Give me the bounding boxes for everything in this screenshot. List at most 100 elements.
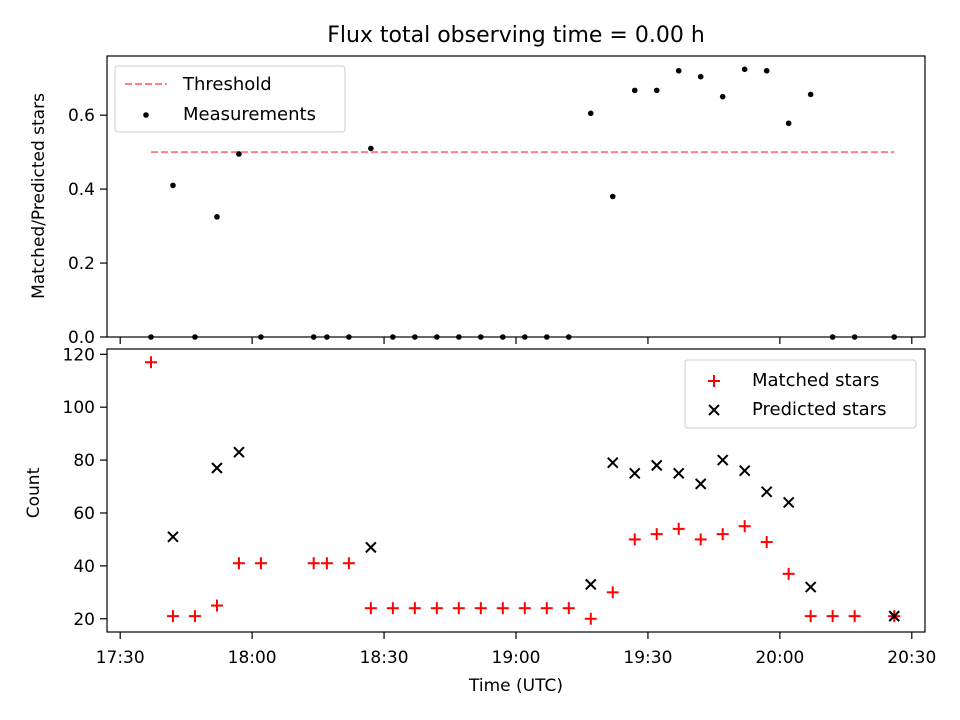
top-y-tick-label: 0.2 [68, 254, 95, 274]
legend-predicted-label: Predicted stars [752, 399, 886, 420]
measurement-point [785, 120, 792, 127]
predicted-star-point [607, 457, 619, 469]
x-tick-label: 17:30 [96, 648, 145, 668]
figure-title: Flux total observing time = 0.00 h [327, 23, 705, 48]
predicted-star-point [629, 467, 641, 480]
matched-star-point [496, 602, 509, 615]
bottom-data-layer [144, 356, 901, 625]
predicted-star-point [233, 446, 245, 458]
bottom-y-tick-label: 60 [73, 504, 95, 524]
matched-star-point [826, 610, 839, 623]
x-tick-label: 19:00 [492, 648, 541, 668]
matched-star-point [760, 536, 773, 549]
measurement-point [697, 73, 704, 80]
matched-star-point [430, 602, 443, 615]
matched-star-point [144, 356, 157, 369]
top-x-tick-marks [119, 337, 913, 344]
matched-star-point [210, 599, 223, 612]
top-legend-box [114, 65, 346, 133]
predicted-star-point [365, 541, 377, 554]
top-y-tick-label: 0.0 [68, 328, 95, 348]
measurement-point [609, 193, 616, 200]
bottom-legend-box [684, 359, 917, 429]
legend-measurements-swatch [143, 112, 149, 118]
predicted-star-point [716, 454, 729, 466]
matched-star-point [584, 612, 597, 625]
matched-star-point [452, 602, 465, 615]
matched-star-point [408, 602, 421, 615]
x-tick-label: 19:30 [623, 648, 672, 668]
bottom-y-tick-label: 40 [73, 557, 95, 577]
bottom-panel: 20 40 60 80 100 120 17:30 18:00 18:30 19:00 19:30… [24, 345, 936, 696]
matched-star-point [307, 557, 320, 570]
matched-star-point [738, 520, 751, 533]
matched-star-point [606, 586, 619, 599]
x-tick-label: 18:30 [360, 648, 409, 668]
predicted-star-point [782, 496, 795, 509]
matched-star-point [694, 533, 707, 546]
x-tick-label: 20:00 [755, 648, 804, 668]
bottom-y-tick-label: 80 [73, 451, 95, 471]
measurement-point [214, 214, 220, 220]
top-panel: 0.0 0.2 0.4 0.6 Matched/Predicted stars Thr… [29, 55, 926, 348]
matched-star-point [540, 602, 553, 615]
measurement-point [368, 145, 374, 152]
measurement-point [807, 91, 814, 98]
predicted-star-point [211, 462, 223, 474]
predicted-star-point [695, 478, 707, 490]
legend-matched-swatch [708, 375, 720, 387]
matched-star-point [254, 557, 267, 570]
matched-star-point [342, 557, 355, 570]
predicted-star-point [888, 610, 900, 622]
top-y-axis: 0.0 0.2 0.4 0.6 [68, 106, 107, 348]
matched-star-point [320, 557, 333, 570]
x-tick-label: 18:00 [228, 648, 277, 668]
legend-matched-label: Matched stars [752, 370, 879, 391]
x-axis-label: Time (UTC) [468, 676, 563, 696]
measurement-point [719, 93, 726, 100]
predicted-star-point [167, 531, 179, 543]
predicted-star-point [760, 486, 773, 498]
top-y-tick-label: 0.6 [68, 106, 95, 126]
predicted-star-point [804, 581, 817, 593]
matched-star-point [716, 528, 729, 541]
matched-star-point [848, 610, 861, 623]
measurement-point [631, 87, 638, 94]
measurement-point [675, 67, 682, 74]
predicted-star-point [673, 467, 685, 480]
matched-star-point [650, 528, 663, 541]
legend-predicted-swatch [708, 404, 720, 416]
top-y-axis-label: Matched/Predicted stars [29, 93, 49, 299]
measurement-point [741, 66, 748, 73]
predicted-star-point [738, 464, 751, 477]
legend-measurements-label: Measurements [183, 104, 316, 125]
matched-star-point [232, 557, 245, 570]
matched-star-point [386, 602, 399, 615]
bottom-y-tick-label: 100 [63, 398, 95, 418]
top-legend: Threshold Measurements [114, 65, 346, 133]
measurement-point [653, 87, 660, 94]
legend-threshold-label: Threshold [182, 74, 272, 95]
measurement-point [587, 110, 594, 117]
measurement-point [763, 67, 770, 74]
bottom-y-axis: 20 40 60 80 100 120 [63, 345, 107, 630]
matched-star-point [518, 602, 531, 615]
bottom-x-axis: 17:30 18:00 18:30 19:00 19:30 20:00 20:30 [96, 632, 936, 668]
matched-star-point [188, 610, 201, 623]
matched-star-point [474, 602, 487, 615]
x-tick-label: 20:30 [887, 648, 936, 668]
measurement-point [170, 182, 176, 189]
bottom-y-tick-label: 120 [63, 345, 95, 365]
matched-star-point [364, 602, 377, 615]
top-y-tick-label: 0.4 [68, 180, 95, 200]
matched-star-point [628, 533, 641, 546]
bottom-y-axis-label: Count [24, 467, 44, 518]
bottom-legend: Matched stars Predicted stars [684, 359, 917, 429]
predicted-star-point [585, 578, 597, 591]
bottom-y-tick-label: 20 [73, 610, 95, 630]
measurement-point [236, 151, 242, 157]
matched-star-point [804, 610, 817, 623]
matched-star-point [166, 610, 179, 623]
matched-star-point [672, 522, 685, 535]
